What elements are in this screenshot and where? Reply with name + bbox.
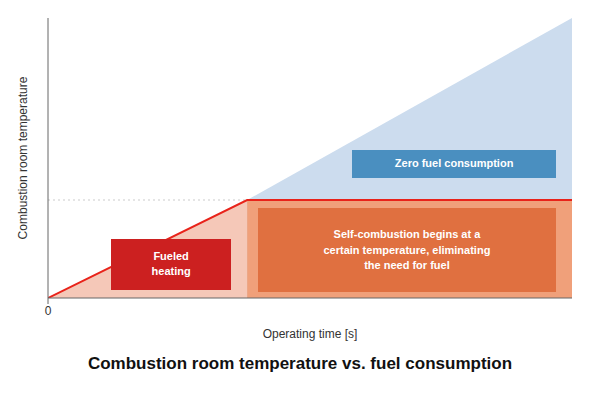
html-text:Zero fuel consumption: Zero fuel consumption (394, 156, 514, 169)
html-text:Combustion room temperature vs: Combustion room temperature vs. fuel con… (87, 354, 512, 373)
svg-text:Operating time [s]: Operating time [s] (263, 327, 358, 341)
html-text:Self-combustion begins at a ce: Self-combustion begins at a certain temp… (323, 228, 491, 272)
svg-text:Combustion room temperature: Combustion room temperature (16, 76, 30, 239)
svg-text:0: 0 (45, 304, 52, 318)
html-text:Fueled heating: Fueled heating (151, 250, 191, 278)
